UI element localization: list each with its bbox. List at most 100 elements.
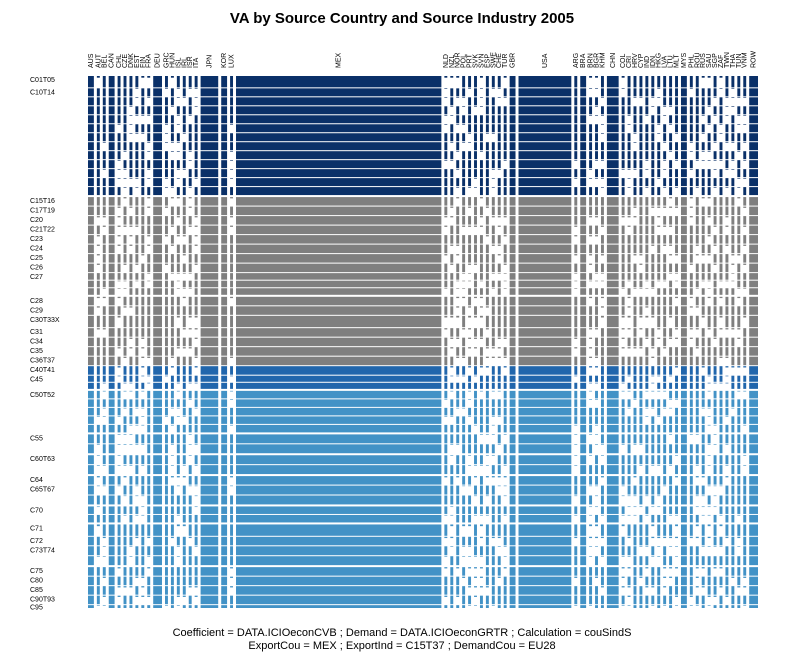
mosaic-cell-svk-c65t67 <box>474 485 477 495</box>
mosaic-cell-tha-c90t93 <box>731 595 735 605</box>
mosaic-cell-isl-c28 <box>176 296 180 306</box>
mosaic-cell-pol-c26 <box>462 263 466 273</box>
mosaic-cell-irl-c10t14 <box>182 115 186 124</box>
mosaic-cell-rus-c45 <box>701 382 705 389</box>
mosaic-cell-isr-c21t22 <box>188 225 192 227</box>
mosaic-cell-mlt-c45 <box>675 382 678 389</box>
mosaic-cell-grc-c45 <box>165 382 168 389</box>
mosaic-cell-idn-c10t14 <box>651 124 655 133</box>
mosaic-cell-svk-c50t52 <box>474 390 477 399</box>
mosaic-cell-tur-c10t14 <box>503 160 507 161</box>
mosaic-cell-irl-c90t93 <box>182 595 186 597</box>
mosaic-cell-sau-c24 <box>707 244 711 254</box>
mosaic-cell-phl-c31 <box>689 328 693 330</box>
mosaic-cell-rou-c27 <box>695 273 699 280</box>
mosaic-cell-jpn-c60t63 <box>200 465 219 475</box>
mosaic-cell-pol-c10t14 <box>462 124 466 125</box>
mosaic-cell-arg-c45 <box>574 375 578 377</box>
mosaic-cell-nld-c45 <box>444 382 448 389</box>
mosaic-cell-bra-c25 <box>580 254 587 263</box>
mosaic-cell-vnm-c64 <box>743 476 747 485</box>
mosaic-cell-rus-c28 <box>701 296 705 306</box>
mosaic-cell-col-c50t52 <box>621 424 625 433</box>
mosaic-cell-jpn-c26 <box>200 263 219 273</box>
mosaic-cell-nzl-c45 <box>450 382 454 389</box>
mosaic-cell-vnm-c10t14 <box>743 133 747 142</box>
mosaic-cell-mex-c34 <box>236 337 442 347</box>
mosaic-cell-vnm-c27 <box>743 288 747 289</box>
mosaic-cell-col-c55 <box>621 444 625 445</box>
mosaic-cell-prt-c35 <box>468 347 472 349</box>
mosaic-cell-swe-c27 <box>491 288 495 289</box>
mosaic-cell-grc-c27 <box>165 288 168 295</box>
mosaic-cell-khm-c65t67 <box>600 485 604 495</box>
mosaic-cell-tha-c10t14 <box>731 97 735 98</box>
mosaic-cell-col-c65t67 <box>621 485 625 487</box>
mosaic-cell-esp-c10t14 <box>485 187 489 196</box>
mosaic-cell-bra-c36t37 <box>580 356 587 366</box>
mosaic-cell-grc-c70 <box>165 506 168 514</box>
industry-label-c50t52: C50T52 <box>30 392 55 399</box>
mosaic-cell-gbr-c70 <box>509 506 516 514</box>
mosaic-cell-phl-c27 <box>689 280 693 288</box>
mosaic-cell-jpn-c75 <box>200 567 219 576</box>
country-label-mex: MEX <box>336 53 343 69</box>
mosaic-cell-lva-c10t14 <box>663 142 667 143</box>
mosaic-cell-tun-c25 <box>737 254 741 256</box>
mosaic-cell-lux-c17t19 <box>230 206 234 216</box>
mosaic-cell-pol-c23 <box>462 235 466 244</box>
mosaic-cell-swe-c21t22 <box>491 225 495 235</box>
mosaic-cell-bra-c10t14 <box>580 160 587 169</box>
mosaic-cell-ltu-c28 <box>669 296 673 306</box>
mosaic-cell-deu-c24 <box>153 244 162 254</box>
mosaic-cell-cri-c64 <box>627 476 631 485</box>
mosaic-cell-ltu-c50t52 <box>669 416 673 424</box>
mosaic-cell-phl-c65t67 <box>689 495 693 505</box>
mosaic-cell-ltu-c65t67 <box>669 485 673 495</box>
mosaic-cell-fin-c29 <box>141 306 145 315</box>
mosaic-cell-phl-c50t52 <box>689 399 693 407</box>
mosaic-cell-dnk-c45 <box>129 382 133 384</box>
mosaic-cell-chl-c10t14 <box>117 88 121 97</box>
mosaic-cell-tha-c60t63 <box>731 455 735 465</box>
mosaic-cell-fin-c85 <box>141 586 145 588</box>
mosaic-cell-usa-c55 <box>518 444 572 454</box>
mosaic-cell-row-c27 <box>749 288 758 295</box>
mosaic-cell-nld-c31 <box>444 328 448 330</box>
country-label-vnm: VNM <box>742 52 749 68</box>
mosaic-cell-usa-c65t67 <box>518 485 572 495</box>
mosaic-cell-kor-c10t14 <box>221 142 228 151</box>
mosaic-cell-twn-c50t52 <box>725 390 729 399</box>
mosaic-cell-deu-c10t14 <box>153 178 162 187</box>
mosaic-cell-hkg-c30t33x <box>657 315 661 328</box>
mosaic-cell-kor-c24 <box>221 244 228 254</box>
mosaic-cell-idn-c27 <box>651 280 655 288</box>
mosaic-cell-chn-c50t52 <box>606 416 619 424</box>
mosaic-cell-che-c45 <box>497 375 501 382</box>
mosaic-cell-cyp-c70 <box>639 506 643 508</box>
mosaic-cell-mlt-c23 <box>675 235 678 244</box>
mosaic-cell-vnm-c25 <box>743 254 747 263</box>
mosaic-cell-cyp-c29 <box>639 306 643 315</box>
mosaic-cell-cri-c10t14 <box>627 151 631 160</box>
mosaic-cell-idn-c29 <box>651 306 655 315</box>
mosaic-cell-fin-c15t16 <box>141 197 145 206</box>
mosaic-cell-nzl-c15t16 <box>450 197 454 206</box>
mosaic-cell-hun-c71 <box>170 524 174 536</box>
mosaic-cell-row-c10t14 <box>749 178 758 187</box>
mosaic-cell-isr-c64 <box>188 476 192 485</box>
mosaic-cell-rou-c27 <box>695 280 699 288</box>
mosaic-cell-khm-c60t63 <box>600 455 604 456</box>
mosaic-cell-idn-c40t41 <box>651 366 655 375</box>
mosaic-cell-aut-c26 <box>96 263 100 265</box>
mosaic-cell-bgr-c60t63 <box>595 455 598 465</box>
mosaic-cell-phl-c73t74 <box>689 546 693 556</box>
mosaic-cell-mex-c72 <box>236 536 442 546</box>
mosaic-cell-mys-c45 <box>680 382 687 389</box>
mosaic-cell-phl-c20 <box>689 216 693 218</box>
mosaic-cell-isl-c70 <box>176 514 180 516</box>
mosaic-cell-row-c25 <box>749 254 758 263</box>
mosaic-cell-mys-c27 <box>680 288 687 295</box>
mosaic-cell-che-c27 <box>497 273 501 274</box>
mosaic-cell-chl-c85 <box>117 586 121 588</box>
